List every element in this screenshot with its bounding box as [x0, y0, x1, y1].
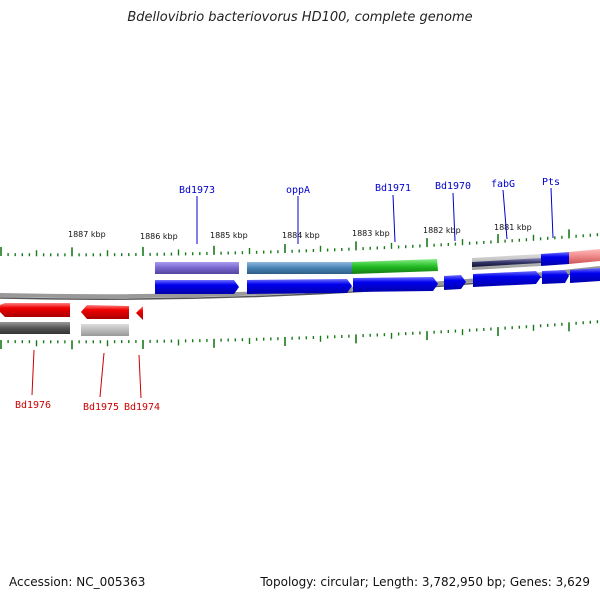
gene-label[interactable]: Pts	[542, 177, 560, 188]
gene-label[interactable]: oppA	[286, 185, 310, 196]
cds-arrow-forward[interactable]	[570, 268, 600, 283]
reverse-gene-labels: Bd1976 Bd1975 Bd1974	[15, 400, 160, 413]
cds-arrow-forward[interactable]	[473, 271, 541, 287]
feature-bar[interactable]	[155, 262, 239, 274]
gene-label[interactable]: Bd1976	[15, 400, 51, 411]
gene-label[interactable]: fabG	[491, 179, 515, 190]
cds-arrow-reverse[interactable]	[81, 305, 129, 319]
feature-bar[interactable]	[352, 259, 438, 274]
kbp-labels: 1887 kbp 1886 kbp 1885 kbp 1884 kbp 1883…	[68, 223, 532, 241]
kbp-label: 1882 kbp	[423, 226, 461, 235]
gene-label[interactable]: Bd1974	[124, 402, 160, 413]
kbp-label: 1886 kbp	[140, 232, 178, 241]
feature-track-bottom	[0, 322, 129, 336]
gene-label[interactable]: Bd1970	[435, 181, 471, 192]
cds-arrow-reverse[interactable]	[0, 303, 70, 317]
cds-arrow-forward[interactable]	[353, 277, 438, 292]
kbp-label: 1883 kbp	[352, 229, 390, 238]
kbp-label: 1887 kbp	[68, 230, 106, 239]
forward-gene-labels: Bd1973 oppA Bd1971 Bd1970 fabG Pts	[179, 177, 560, 196]
cds-arrow-forward[interactable]	[247, 279, 352, 294]
kbp-label: 1881 kbp	[494, 223, 532, 232]
cds-arrow-forward[interactable]	[542, 270, 569, 284]
accession-text: Accession: NC_005363	[9, 575, 146, 589]
tick-marks-bottom	[0, 320, 599, 350]
reverse-label-leaders	[31, 349, 142, 399]
cds-arrow-reverse[interactable]	[136, 306, 143, 320]
forward-label-leaders	[196, 187, 554, 244]
feature-bar[interactable]	[472, 258, 541, 267]
kbp-label: 1884 kbp	[282, 231, 320, 240]
cds-track-forward	[155, 268, 600, 294]
genome-title: Bdellovibrio bacteriovorus HD100, comple…	[127, 10, 473, 25]
feature-bar[interactable]	[569, 249, 600, 264]
feature-bar[interactable]	[541, 252, 569, 266]
kbp-label: 1885 kbp	[210, 231, 248, 240]
feature-bar[interactable]	[0, 322, 70, 334]
cds-arrow-forward[interactable]	[155, 280, 239, 294]
cds-arrow-forward[interactable]	[444, 275, 466, 290]
feature-track-top	[155, 249, 600, 274]
genome-summary-text: Topology: circular; Length: 3,782,950 bp…	[260, 575, 590, 589]
gene-label[interactable]: Bd1975	[83, 402, 119, 413]
feature-bar[interactable]	[81, 324, 129, 336]
tick-marks-top	[0, 229, 599, 257]
gene-label[interactable]: Bd1973	[179, 185, 215, 196]
cds-track-reverse	[0, 303, 143, 320]
feature-bar[interactable]	[247, 262, 352, 274]
gene-label[interactable]: Bd1971	[375, 183, 411, 194]
